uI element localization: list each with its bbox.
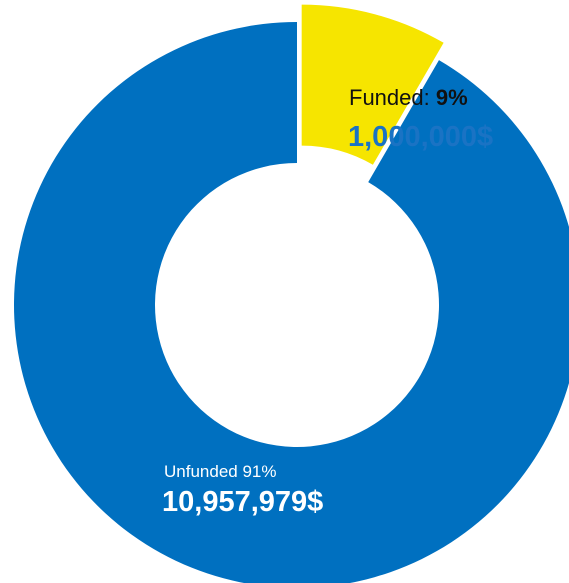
funded-percent-label: 9% <box>435 85 468 110</box>
funded-label-prefix: Funded: <box>349 85 430 110</box>
slice-unfunded <box>14 22 569 583</box>
funded-amount-label: 1,000,000$ <box>348 121 494 153</box>
unfunded-slice-label: Unfunded 91% <box>164 462 277 481</box>
unfunded-amount-label: 10,957,979$ <box>162 486 324 518</box>
slice-funded <box>301 4 444 165</box>
funded-slice-label: Funded: 9% <box>349 87 468 109</box>
